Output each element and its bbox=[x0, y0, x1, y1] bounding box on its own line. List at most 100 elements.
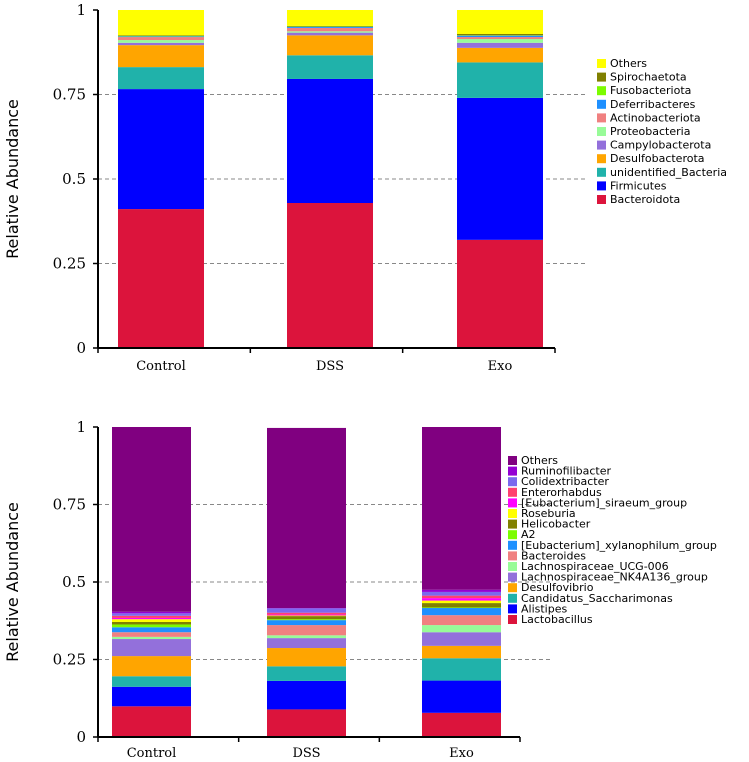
bar-segment-desulfovibrio bbox=[267, 648, 346, 667]
legend-swatch bbox=[597, 181, 606, 191]
legend-label: Others bbox=[521, 454, 558, 467]
bar-segment-firmicutes bbox=[287, 78, 373, 203]
y-tick-label: 0.5 bbox=[62, 573, 86, 591]
legend-label: Others bbox=[610, 57, 647, 70]
bar-segment-bacteroidota bbox=[287, 202, 373, 348]
y-tick-label: 1 bbox=[76, 418, 86, 436]
y-axis-label: Relative Abundance bbox=[3, 99, 22, 259]
legend-label: Proteobacteria bbox=[610, 125, 690, 138]
legend-swatch bbox=[597, 140, 606, 150]
bar-segment-actinobacteriota bbox=[287, 27, 373, 32]
bar-segment--eubacterium-xylanophilum-group bbox=[422, 608, 501, 616]
bar-segment-others bbox=[118, 10, 204, 36]
legend-swatch bbox=[508, 604, 517, 614]
bar-segment-bacteroidota bbox=[457, 239, 543, 348]
bar-segment-colidextribacter bbox=[112, 613, 191, 616]
bar-segment-others bbox=[267, 427, 346, 609]
legend-label: Desulfobacterota bbox=[610, 152, 705, 165]
legend-label: Firmicutes bbox=[610, 179, 667, 192]
bar-segment-lactobacillus bbox=[422, 712, 501, 737]
legend-swatch bbox=[508, 615, 517, 624]
bar-segment-bacteroides bbox=[112, 632, 191, 637]
legend-swatch bbox=[508, 487, 517, 497]
bar-segment-roseburia bbox=[267, 615, 346, 617]
legend-label: Candidatus_Saccharimonas bbox=[521, 592, 673, 605]
x-tick-label: DSS bbox=[316, 359, 344, 374]
y-axis-label: Relative Abundance bbox=[3, 502, 22, 662]
bar-segment-a2 bbox=[422, 607, 501, 609]
x-tick-label: Exo bbox=[488, 359, 513, 374]
bar-segment-campylobacterota bbox=[118, 42, 204, 46]
y-tick-label: 0.25 bbox=[53, 651, 86, 669]
bar-segment-campylobacterota bbox=[287, 32, 373, 36]
bar-segment-lachnospiraceae-ucg-006 bbox=[112, 636, 191, 640]
bar-segment-desulfobacterota bbox=[287, 35, 373, 56]
bar-segment-a2 bbox=[267, 619, 346, 621]
bar-segment-enterorhabdus bbox=[112, 615, 191, 618]
bar-segment--eubacterium-siraeum-group bbox=[267, 614, 346, 616]
bar-segment--eubacterium-xylanophilum-group bbox=[112, 627, 191, 633]
bar-segment-spirochaetota bbox=[287, 25, 373, 27]
bar-segment-proteobacteria bbox=[287, 31, 373, 33]
y-tick-label: 0.5 bbox=[62, 170, 86, 188]
bar-segment-desulfobacterota bbox=[457, 47, 543, 63]
bar-segment-unidentified-bacteria bbox=[287, 55, 373, 79]
legend-label: Deferribacteres bbox=[610, 98, 696, 111]
bar-segment-enterorhabdus bbox=[267, 612, 346, 615]
legend-label: Lachnospiraceae_NK4A136_group bbox=[521, 571, 708, 584]
bar-segment-deferribacteres bbox=[457, 35, 543, 38]
legend-label: [Eubacterium]_siraeum_group bbox=[521, 496, 687, 509]
legend-swatch bbox=[508, 466, 517, 476]
bar-segment-desulfobacterota bbox=[118, 45, 204, 68]
legend-label: Bacteroidota bbox=[610, 193, 680, 206]
bar-segment-spirochaetota bbox=[457, 33, 543, 36]
bar-segment-deferribacteres bbox=[287, 26, 373, 28]
bar-segment-bacteroides bbox=[267, 625, 346, 636]
bar-segment-colidextribacter bbox=[267, 608, 346, 613]
legend-swatch bbox=[597, 167, 606, 177]
legend-label: unidentified_Bacteria bbox=[610, 166, 727, 179]
bar-segment-roseburia bbox=[422, 600, 501, 604]
bar-segment-others bbox=[457, 10, 543, 34]
bar-segment-a2 bbox=[112, 624, 191, 628]
x-tick-label: Exo bbox=[449, 746, 474, 761]
bar-segment-others bbox=[112, 427, 191, 612]
bar-segment-proteobacteria bbox=[457, 39, 543, 43]
bar-segment-lactobacillus bbox=[267, 709, 346, 737]
y-tick-label: 0 bbox=[76, 339, 86, 357]
bar-segment--eubacterium-siraeum-group bbox=[112, 617, 191, 620]
y-tick-label: 0.75 bbox=[53, 496, 86, 514]
legend-swatch bbox=[508, 562, 517, 571]
legend: LactobacillusAlistipesCandidatus_Sacchar… bbox=[508, 454, 717, 626]
bar-segment-others bbox=[422, 427, 501, 590]
legend-swatch bbox=[597, 72, 606, 82]
bar-segment-alistipes bbox=[422, 680, 501, 713]
bar-segment-firmicutes bbox=[457, 97, 543, 240]
legend-swatch bbox=[597, 127, 606, 136]
y-tick-label: 0 bbox=[76, 728, 86, 746]
bar-segment-ruminofilibacter bbox=[112, 611, 191, 614]
legend-swatch bbox=[508, 540, 517, 550]
bar-segment-lachnospiraceae-ucg-006 bbox=[267, 635, 346, 639]
y-tick-label: 0.25 bbox=[53, 255, 86, 273]
bar-segment-lachnospiraceae-nk4a136-group bbox=[267, 638, 346, 649]
bar-segment-colidextribacter bbox=[422, 591, 501, 596]
bar-segment-helicobacter bbox=[112, 621, 191, 625]
legend-swatch bbox=[508, 519, 517, 529]
bar-segment-campylobacterota bbox=[457, 42, 543, 48]
bar-segment-candidatus-saccharimonas bbox=[112, 676, 191, 687]
bar-segment-candidatus-saccharimonas bbox=[267, 666, 346, 681]
bar-segment-helicobacter bbox=[422, 603, 501, 608]
legend-swatch bbox=[508, 572, 517, 582]
legend-swatch bbox=[597, 59, 606, 68]
legend-label: Spirochaetota bbox=[610, 71, 687, 84]
bar-segment-ruminofilibacter bbox=[422, 589, 501, 592]
bar-segment-helicobacter bbox=[267, 616, 346, 620]
legend-swatch bbox=[508, 456, 517, 465]
legend-swatch bbox=[508, 593, 517, 603]
legend-swatch bbox=[508, 509, 517, 518]
x-tick-label: Control bbox=[127, 746, 177, 761]
legend-label: Enterorhabdus bbox=[521, 486, 602, 499]
bar-segment-bacteroidota bbox=[118, 209, 204, 348]
legend-swatch bbox=[508, 498, 517, 508]
